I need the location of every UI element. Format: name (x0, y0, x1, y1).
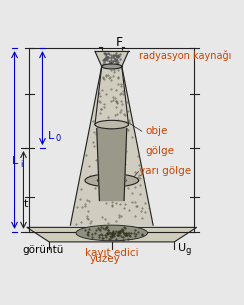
Text: L: L (48, 131, 54, 141)
Ellipse shape (76, 225, 148, 241)
Text: F: F (116, 36, 123, 48)
Text: L: L (12, 156, 19, 167)
Text: g: g (186, 246, 191, 255)
Ellipse shape (95, 120, 129, 129)
Ellipse shape (97, 177, 126, 184)
Text: yüzey: yüzey (89, 254, 120, 264)
Polygon shape (27, 227, 197, 242)
Text: 0: 0 (56, 134, 61, 143)
Text: kayıt edici: kayıt edici (85, 248, 139, 258)
Polygon shape (71, 66, 153, 225)
Text: i: i (20, 160, 22, 169)
Text: t: t (23, 199, 28, 209)
Ellipse shape (85, 174, 139, 187)
Polygon shape (95, 51, 129, 66)
Text: radyasyon kaynağı: radyasyon kaynağı (139, 50, 231, 60)
Text: görüntü: görüntü (22, 245, 64, 255)
Ellipse shape (102, 64, 122, 69)
Text: U: U (178, 243, 186, 253)
Text: gölge: gölge (145, 146, 174, 156)
Polygon shape (97, 129, 127, 201)
Text: obje: obje (145, 126, 168, 136)
Text: yarı gölge: yarı gölge (139, 167, 191, 177)
